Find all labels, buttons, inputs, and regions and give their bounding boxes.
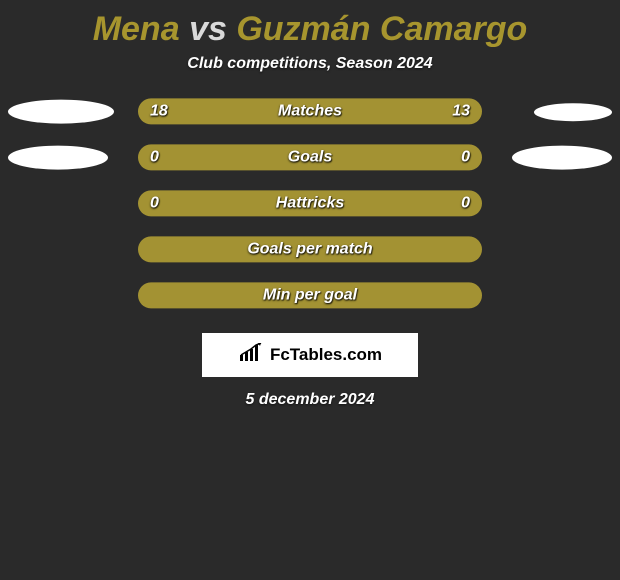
logo-box: FcTables.com xyxy=(202,333,418,377)
ellipse-right xyxy=(512,146,612,170)
stat-row: Min per goal xyxy=(0,275,620,321)
stat-bar: Goals 0 0 xyxy=(138,144,482,170)
stat-label: Min per goal xyxy=(263,286,357,304)
stat-left-value: 0 xyxy=(150,194,159,212)
ellipse-left xyxy=(8,100,114,124)
subtitle: Club competitions, Season 2024 xyxy=(0,55,620,91)
ellipse-left xyxy=(8,146,108,170)
stat-label: Goals xyxy=(288,148,332,166)
stat-right-value: 0 xyxy=(461,148,470,166)
stat-row: Goals 0 0 xyxy=(0,137,620,183)
stat-left-value: 0 xyxy=(150,148,159,166)
stat-row: Goals per match xyxy=(0,229,620,275)
stat-bar: Min per goal xyxy=(138,282,482,308)
logo-text: FcTables.com xyxy=(270,345,382,365)
stat-label: Hattricks xyxy=(276,194,344,212)
stat-right-value: 0 xyxy=(461,194,470,212)
stat-row: Matches 18 13 xyxy=(0,91,620,137)
stat-label: Goals per match xyxy=(247,240,372,258)
stat-bar: Goals per match xyxy=(138,236,482,262)
title-left: Mena xyxy=(93,10,180,48)
title-right: Guzmán Camargo xyxy=(236,10,527,48)
stat-label: Matches xyxy=(278,102,342,120)
logo-chart-icon xyxy=(238,343,266,368)
date-text: 5 december 2024 xyxy=(0,377,620,409)
page-title: Mena vs Guzmán Camargo xyxy=(0,0,620,55)
stat-bar: Hattricks 0 0 xyxy=(138,190,482,216)
stat-right-value: 13 xyxy=(452,102,470,120)
title-vs: vs xyxy=(189,10,227,48)
stat-left-value: 18 xyxy=(150,102,168,120)
stat-row: Hattricks 0 0 xyxy=(0,183,620,229)
stat-bar: Matches 18 13 xyxy=(138,98,482,124)
stats-area: Matches 18 13 Goals 0 0 Hattricks 0 0 Goals per m… xyxy=(0,91,620,321)
ellipse-right xyxy=(534,103,612,121)
